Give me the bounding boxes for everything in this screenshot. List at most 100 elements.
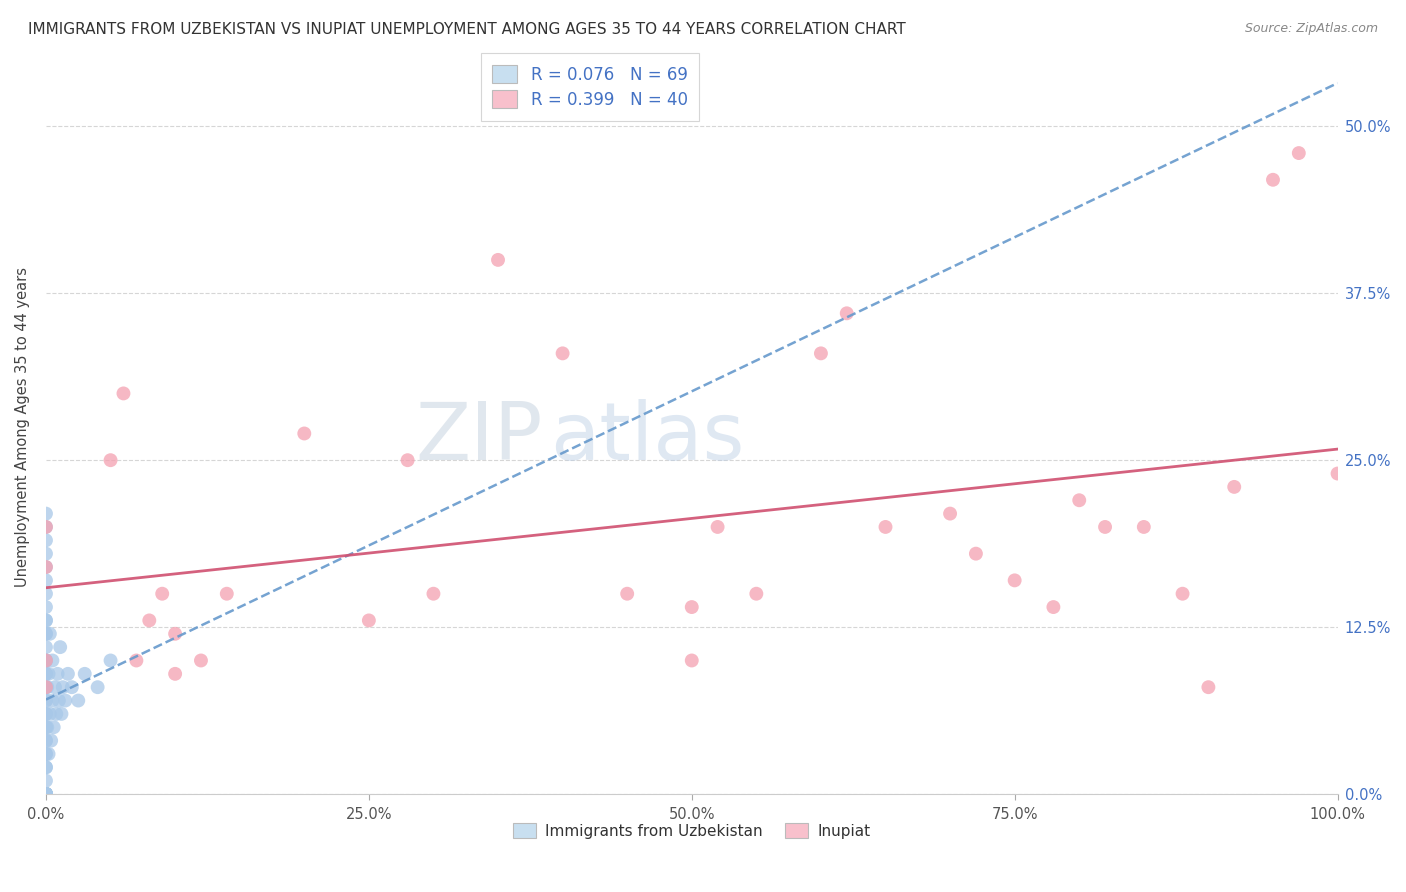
Point [35,733,58,747]
Point [48,693,70,707]
Point [49,640,72,654]
Point [35,560,58,574]
Point [35,787,58,801]
Point [1042,600,1064,615]
Point [35,787,58,801]
Point [35,587,58,601]
Point [35,533,58,548]
Point [551,346,574,360]
Point [1223,480,1246,494]
Point [35,760,58,774]
Point [35,614,58,628]
Point [35,787,58,801]
Point [37,720,59,734]
Point [1004,574,1026,588]
Point [35,787,58,801]
Point [35,560,58,574]
Point [35,693,58,707]
Point [165,666,187,681]
Point [56,666,79,681]
Point [292,426,315,441]
Text: IMMIGRANTS FROM UZBEKISTAN VS INUPIAT UNEMPLOYMENT AMONG AGES 35 TO 44 YEARS COR: IMMIGRANTS FROM UZBEKISTAN VS INUPIAT UN… [28,22,905,37]
Point [112,386,135,401]
Text: atlas: atlas [550,399,744,477]
Point [35,720,58,734]
Point [35,666,58,681]
Point [35,680,58,694]
Point [1171,587,1194,601]
Point [67,693,90,707]
Point [39,733,62,747]
Point [745,587,768,601]
Point [35,720,58,734]
Point [35,680,58,694]
Point [35,600,58,615]
Point [38,627,60,641]
Point [35,614,58,628]
Point [35,627,58,641]
Point [1288,146,1310,161]
Point [1197,680,1219,694]
Text: Source: ZipAtlas.com: Source: ZipAtlas.com [1244,22,1378,36]
Point [46,666,69,681]
Point [357,614,380,628]
Point [150,587,173,601]
Point [35,520,58,534]
Point [35,653,58,667]
Point [42,720,65,734]
Point [35,787,58,801]
Point [810,346,832,360]
Point [35,733,58,747]
Point [86,680,108,694]
Point [125,653,148,667]
Point [1326,467,1348,481]
Point [37,680,59,694]
Point [681,600,703,615]
Point [35,747,58,761]
Point [35,747,58,761]
Point [190,653,212,667]
Point [35,787,58,801]
Point [215,587,238,601]
Point [35,787,58,801]
Point [681,653,703,667]
Point [939,507,962,521]
Point [35,693,58,707]
Point [35,706,58,721]
Point [38,666,60,681]
Point [35,706,58,721]
Point [835,306,858,320]
Point [35,574,58,588]
Point [73,666,96,681]
Point [53,693,76,707]
Point [35,680,58,694]
Point [875,520,897,534]
Point [41,693,63,707]
Text: ZIP: ZIP [416,399,543,477]
Point [706,520,728,534]
Point [35,787,58,801]
Point [35,653,58,667]
Point [35,520,58,534]
Point [35,760,58,774]
Point [35,640,58,654]
Point [35,653,58,667]
Point [44,680,66,694]
Point [35,787,58,801]
Point [51,706,73,721]
Point [396,453,419,467]
Point [1069,493,1091,508]
Point [35,653,58,667]
Point [35,666,58,681]
Point [35,787,58,801]
Point [165,627,187,641]
Point [35,787,58,801]
Point [35,627,58,641]
Point [41,653,63,667]
Point [486,252,509,267]
Point [1133,520,1156,534]
Point [1094,520,1116,534]
Point [45,706,67,721]
Point [100,653,122,667]
Point [616,587,638,601]
